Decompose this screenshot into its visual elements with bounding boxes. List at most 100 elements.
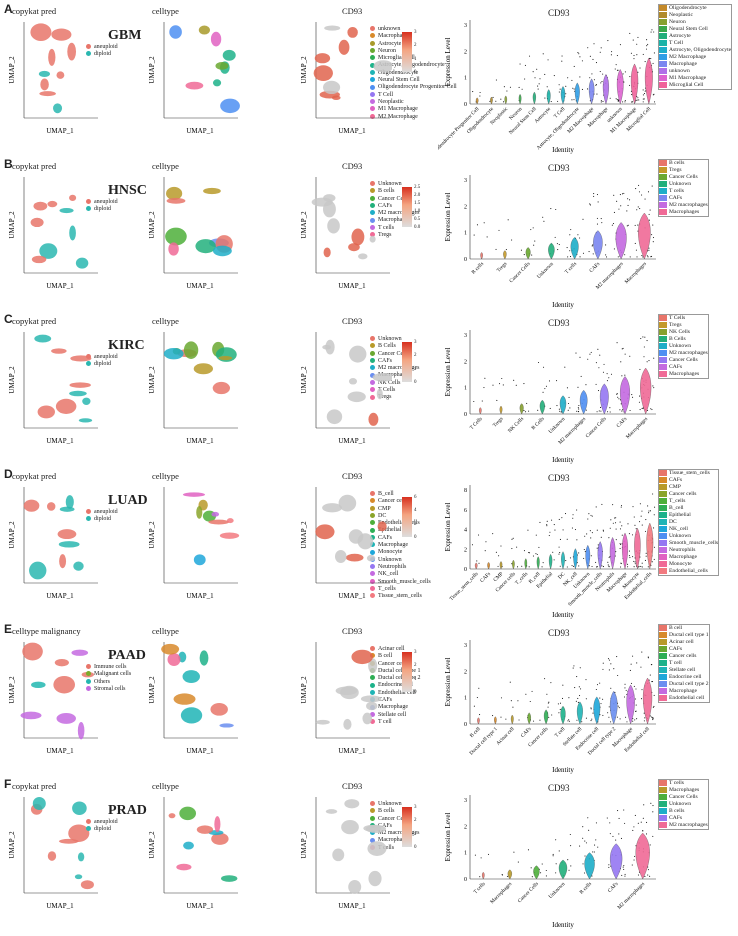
violin-legend-label: NK Cells	[669, 329, 690, 335]
violin-point	[643, 804, 645, 806]
violin-point	[558, 518, 560, 520]
violin-point	[627, 224, 629, 226]
violin-point	[614, 517, 616, 519]
violin-point	[473, 705, 475, 707]
violin-point	[573, 565, 575, 567]
violin-y-tick: 0	[464, 257, 467, 263]
violin-shape	[477, 717, 480, 725]
legend-label: Unknown	[378, 181, 402, 187]
violin-group	[552, 833, 572, 880]
violin-point	[486, 236, 488, 238]
violin-point	[628, 550, 630, 552]
violin-point	[624, 101, 626, 103]
violin-point	[590, 708, 592, 710]
legend-swatch	[370, 232, 375, 238]
umap-x-label: UMAP_1	[338, 437, 366, 445]
violin-point	[649, 875, 651, 877]
violin-point	[627, 523, 629, 525]
violin-point	[650, 31, 652, 33]
violin-point	[588, 251, 590, 253]
legend-label: Macrophages	[378, 372, 411, 379]
umap-x-label: UMAP_1	[338, 902, 366, 910]
violin-point	[547, 702, 549, 704]
violin-point	[627, 566, 629, 568]
violin-point	[495, 79, 497, 81]
violin-point	[558, 712, 560, 714]
legend-swatch	[86, 678, 91, 684]
violin-legend-swatch	[659, 160, 667, 166]
violin-legend-swatch	[659, 167, 667, 173]
legend-label: aneuploid	[94, 354, 118, 360]
violin-point	[641, 254, 643, 257]
violin-point	[596, 411, 598, 413]
violin-legend-item: Endothelial_cells	[659, 568, 718, 575]
violin-point	[473, 400, 475, 403]
violin-point	[628, 555, 630, 557]
violin-point	[559, 702, 562, 704]
umap-cluster	[182, 670, 200, 683]
violin-point	[613, 668, 615, 670]
violin-point	[616, 392, 618, 395]
violin-point	[528, 551, 530, 554]
violin-x-label: Identity	[552, 301, 574, 309]
umap-legend: Unknown B Cells Cancer Cells CAFs M2 macroph…	[370, 336, 420, 402]
umap-cluster	[314, 53, 331, 64]
violin-point	[511, 547, 513, 550]
violin-group	[619, 505, 631, 570]
umap-cluster	[210, 31, 222, 47]
violin-x-tick: B Cells	[531, 416, 546, 431]
violin-point	[645, 833, 648, 835]
violin-point	[585, 679, 587, 681]
umap-cluster	[362, 712, 373, 725]
legend-item: M2 Macrophage	[370, 114, 457, 121]
violin-shape	[532, 91, 536, 105]
violin-point	[639, 208, 641, 210]
violin-title: CD93	[548, 318, 570, 328]
violin-point	[632, 396, 634, 398]
umap-title: CD93	[342, 781, 363, 791]
violin-point	[537, 88, 539, 90]
violin-point	[556, 243, 558, 245]
violin-point	[478, 562, 480, 564]
legend-item: Others	[86, 679, 131, 686]
panel-label: B	[4, 157, 13, 171]
color-bar-tick: 4	[414, 508, 417, 514]
violin-point	[637, 206, 639, 208]
violin-legend-item: Acinar cell	[659, 639, 709, 646]
violin-shape	[510, 714, 514, 725]
legend-label: DC	[378, 512, 387, 519]
violin-point	[619, 566, 622, 568]
violin-point	[624, 374, 626, 376]
violin-legend-label: Oligodendrocyte	[669, 5, 707, 11]
violin-point	[653, 31, 655, 33]
violin-point	[595, 62, 598, 64]
umap-points	[23, 495, 84, 580]
violin-point	[612, 522, 614, 524]
violin-point	[476, 224, 478, 226]
legend-swatch	[370, 55, 375, 61]
violin-point	[626, 210, 628, 212]
violin-point	[645, 555, 647, 557]
violin-point	[538, 546, 540, 548]
violin-point	[532, 555, 534, 557]
violin-point	[566, 566, 568, 568]
violin-shape	[479, 407, 482, 415]
violin-legend-swatch	[659, 568, 667, 574]
violin-legend-swatch	[659, 47, 667, 53]
violin-legend-label: T cell	[669, 660, 682, 666]
legend-label: Macrophage	[378, 542, 408, 549]
violin-legend-item: T Cell	[659, 40, 731, 47]
violin-point	[601, 565, 603, 567]
violin-point	[643, 98, 645, 100]
legend-label: unknown	[378, 26, 401, 32]
violin-point	[557, 249, 559, 251]
violin-point	[642, 830, 644, 832]
violin-point	[624, 683, 626, 685]
violin-point	[534, 77, 536, 79]
violin-point	[653, 694, 655, 696]
violin-legend-item: Macrophages	[659, 209, 708, 216]
legend-label: Endocrine cell	[378, 682, 413, 689]
violin-point	[546, 525, 548, 527]
violin-legend-label: CAFs	[669, 195, 683, 201]
violin-point	[584, 840, 586, 842]
